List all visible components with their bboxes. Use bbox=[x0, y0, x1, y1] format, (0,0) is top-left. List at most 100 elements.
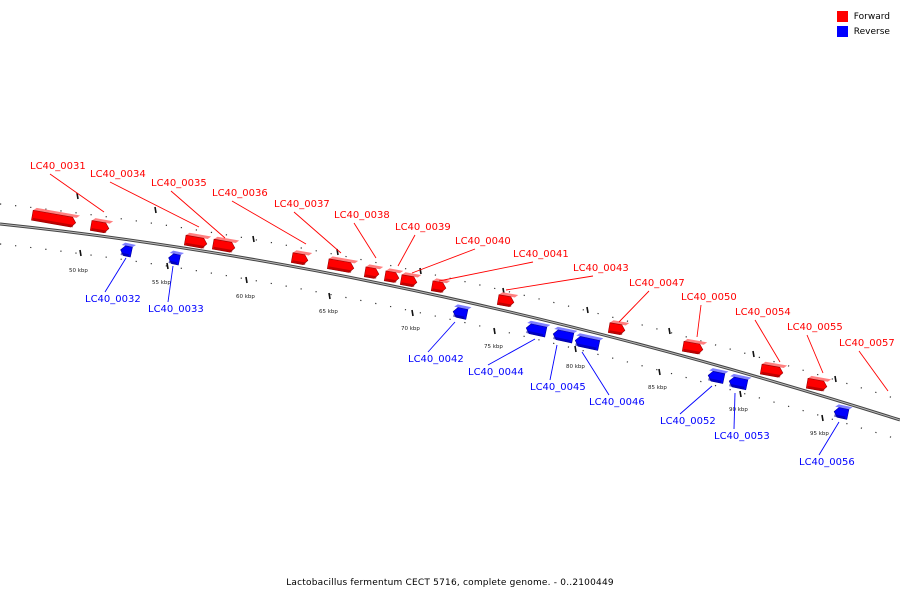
gene-label-lc40-0044: LC40_0044 bbox=[468, 367, 524, 378]
gene-lc40-0056[interactable] bbox=[833, 404, 853, 420]
major-tick bbox=[574, 345, 577, 353]
major-tick bbox=[166, 262, 169, 270]
gene-lc40-0047[interactable] bbox=[496, 292, 519, 308]
leader-lc40-0052 bbox=[679, 385, 713, 415]
kbp-label: 55 kbp bbox=[152, 280, 171, 286]
gene-lc40-0039[interactable] bbox=[363, 264, 384, 280]
legend: Forward Reverse bbox=[836, 9, 890, 39]
gene-label-lc40-0037: LC40_0037 bbox=[274, 199, 330, 210]
leader-lc40-0057 bbox=[858, 350, 889, 392]
legend-reverse-label: Reverse bbox=[853, 26, 890, 37]
gene-label-lc40-0034: LC40_0034 bbox=[90, 169, 146, 180]
leader-lc40-0045 bbox=[549, 344, 558, 381]
gene-label-lc40-0032: LC40_0032 bbox=[85, 294, 141, 305]
gene-lc40-0055[interactable] bbox=[759, 361, 788, 378]
gene-lc40-0041[interactable] bbox=[399, 272, 422, 288]
leader-lc40-0044 bbox=[487, 338, 536, 366]
leader-lc40-0039 bbox=[397, 234, 416, 267]
leader-lc40-0040 bbox=[411, 248, 476, 274]
leader-lc40-0036 bbox=[231, 200, 307, 245]
leader-lc40-0055 bbox=[806, 334, 824, 374]
gene-lc40-0033[interactable] bbox=[168, 250, 184, 266]
gene-label-lc40-0050: LC40_0050 bbox=[681, 292, 737, 303]
gene-label-lc40-0057: LC40_0057 bbox=[839, 338, 895, 349]
gene-lc40-0053[interactable] bbox=[728, 373, 752, 391]
major-tick bbox=[658, 368, 661, 376]
kbp-label: 90 kbp bbox=[729, 407, 748, 413]
gene-label-lc40-0036: LC40_0036 bbox=[212, 188, 268, 199]
gene-label-lc40-0042: LC40_0042 bbox=[408, 354, 464, 365]
gene-lc40-0042[interactable] bbox=[452, 304, 472, 320]
gene-lc40-0038[interactable] bbox=[326, 256, 359, 274]
leader-lc40-0043 bbox=[505, 275, 594, 291]
gene-lc40-0052[interactable] bbox=[707, 368, 729, 385]
major-tick bbox=[252, 235, 255, 243]
leader-lc40-0041 bbox=[438, 261, 534, 282]
gene-lc40-0034[interactable] bbox=[89, 218, 114, 234]
genome-caption: Lactobacillus fermentum CECT 5716, compl… bbox=[286, 578, 614, 588]
gene-lc40-0035[interactable] bbox=[183, 232, 212, 249]
major-tick bbox=[411, 309, 414, 317]
legend-reverse: Reverse bbox=[836, 24, 890, 39]
gene-lc40-0037[interactable] bbox=[290, 250, 313, 266]
gene-label-lc40-0043: LC40_0043 bbox=[573, 263, 629, 274]
leader-lc40-0037 bbox=[293, 211, 342, 254]
major-tick bbox=[79, 249, 82, 257]
kbp-label: 60 kbp bbox=[236, 294, 255, 300]
major-tick bbox=[739, 390, 742, 398]
leader-lc40-0050 bbox=[696, 304, 702, 338]
gene-lc40-0046[interactable] bbox=[574, 333, 604, 351]
leader-lc40-0047 bbox=[618, 290, 650, 323]
major-tick bbox=[821, 414, 824, 422]
major-tick bbox=[668, 327, 671, 335]
gene-lc40-0032[interactable] bbox=[120, 242, 136, 258]
label-leaders bbox=[49, 173, 889, 456]
kbp-label: 85 kbp bbox=[648, 385, 667, 391]
gene-lc40-0040[interactable] bbox=[383, 268, 404, 284]
major-tick bbox=[76, 192, 79, 200]
leader-lc40-0032 bbox=[104, 257, 127, 293]
leader-lc40-0053 bbox=[733, 392, 736, 430]
gene-label-lc40-0033: LC40_0033 bbox=[148, 304, 204, 315]
leader-lc40-0034 bbox=[109, 181, 200, 228]
legend-forward-label: Forward bbox=[853, 11, 890, 22]
kbp-label: 95 kbp bbox=[810, 431, 829, 437]
gene-label-lc40-0055: LC40_0055 bbox=[787, 322, 843, 333]
gene-label-lc40-0045: LC40_0045 bbox=[530, 382, 586, 393]
gene-label-lc40-0038: LC40_0038 bbox=[334, 210, 390, 221]
gene-lc40-0031[interactable] bbox=[31, 207, 81, 228]
major-tick bbox=[586, 306, 589, 314]
gene-label-lc40-0056: LC40_0056 bbox=[799, 457, 855, 468]
gene-label-lc40-0052: LC40_0052 bbox=[660, 416, 716, 427]
gene-lc40-0045[interactable] bbox=[552, 326, 578, 344]
gene-label-lc40-0053: LC40_0053 bbox=[714, 431, 770, 442]
gene-label-lc40-0046: LC40_0046 bbox=[589, 397, 645, 408]
reverse-swatch bbox=[836, 26, 848, 37]
leader-lc40-0035 bbox=[170, 190, 226, 239]
gene-lc40-0050[interactable] bbox=[607, 320, 630, 336]
leader-lc40-0033 bbox=[167, 265, 174, 303]
gene-label-lc40-0035: LC40_0035 bbox=[151, 178, 207, 189]
gene-labels: LC40_0031 LC40_0032 LC40_0033 LC40_0034 LC40… bbox=[30, 161, 895, 468]
major-tick bbox=[493, 327, 496, 335]
gene-label-lc40-0041: LC40_0041 bbox=[513, 249, 569, 260]
outer-tick-row bbox=[0, 203, 900, 401]
gene-lc40-0057[interactable] bbox=[805, 375, 832, 392]
gene-lc40-0044[interactable] bbox=[525, 320, 551, 338]
leader-lc40-0054 bbox=[754, 319, 781, 363]
kbp-label: 50 kbp bbox=[69, 268, 88, 274]
leader-lc40-0046 bbox=[581, 351, 610, 396]
gene-label-lc40-0039: LC40_0039 bbox=[395, 222, 451, 233]
major-tick bbox=[752, 350, 755, 358]
major-tick bbox=[419, 267, 422, 275]
kbp-labels: 50 kbp 55 kbp 60 kbp 65 kbp 70 kbp 75 kbp 80 k… bbox=[69, 268, 829, 437]
major-tick bbox=[245, 276, 248, 284]
major-tick bbox=[328, 292, 331, 300]
kbp-label: 75 kbp bbox=[484, 344, 503, 350]
gene-label-lc40-0054: LC40_0054 bbox=[735, 307, 791, 318]
major-tick bbox=[154, 206, 157, 214]
kbp-label: 70 kbp bbox=[401, 326, 420, 332]
gene-lc40-0054[interactable] bbox=[681, 338, 708, 355]
gene-lc40-0036[interactable] bbox=[211, 236, 240, 253]
